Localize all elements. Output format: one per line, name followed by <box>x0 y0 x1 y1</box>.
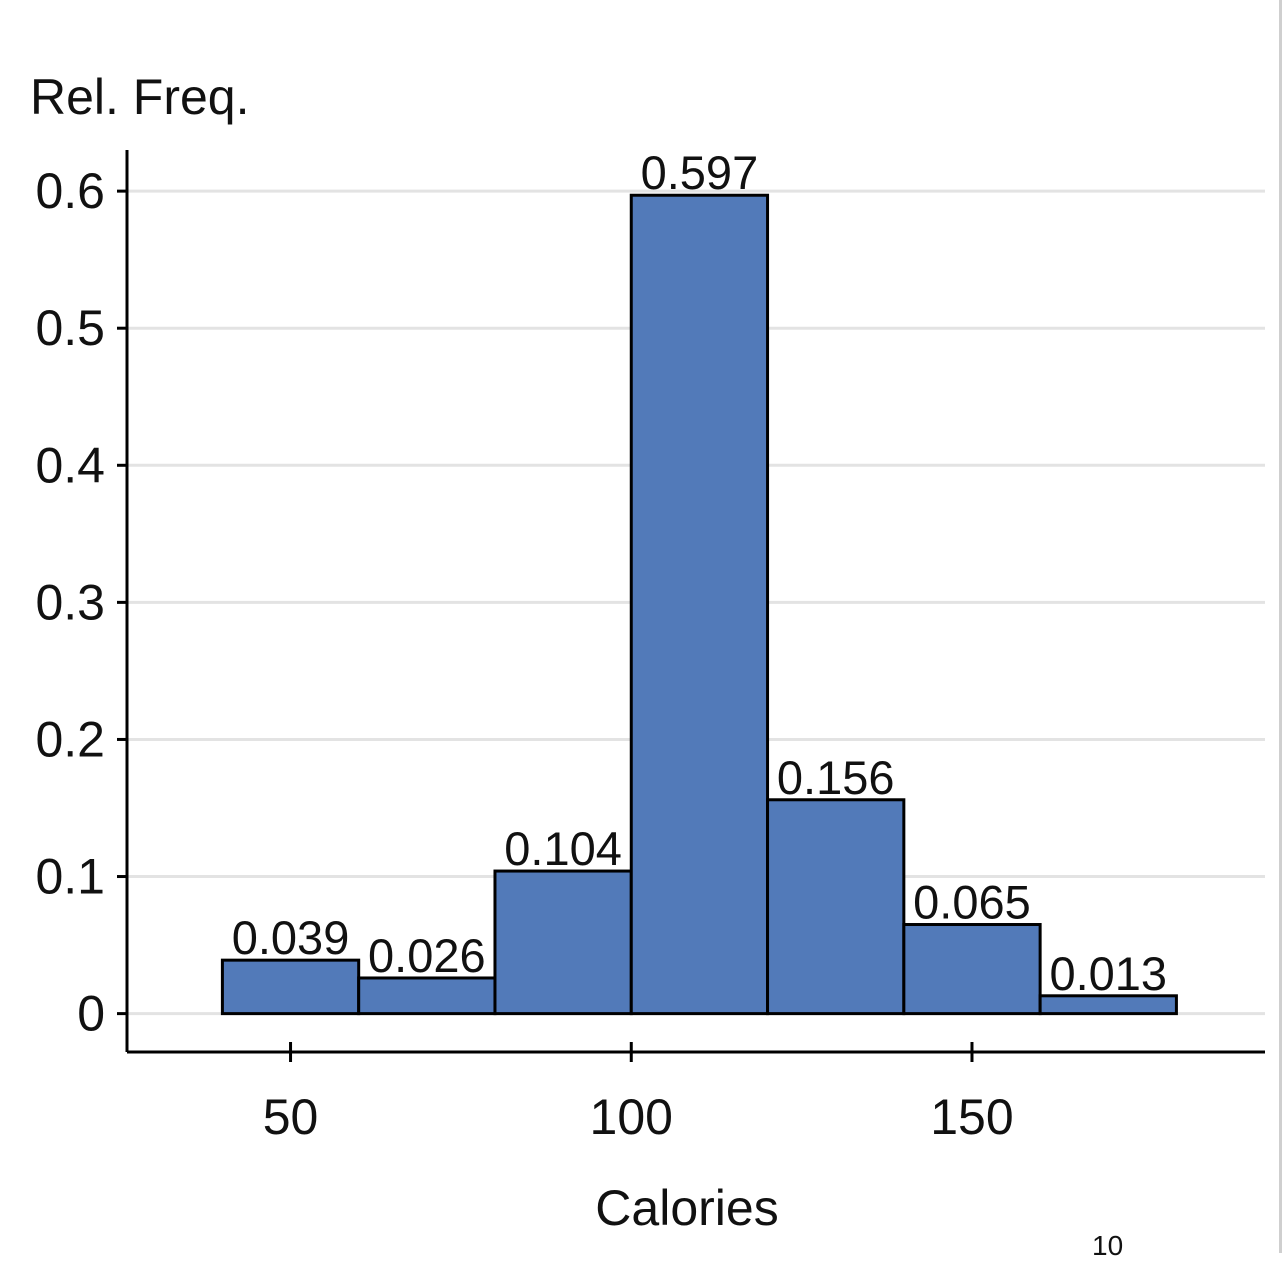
y-tick-label-0: 0 <box>77 986 105 1042</box>
bar-label-120-140: 0.156 <box>777 751 895 804</box>
y-tick-label-0.5: 0.5 <box>35 300 105 356</box>
bar-80-100 <box>493 869 633 1016</box>
bar-120-140 <box>766 798 906 1016</box>
x-axis-label: Calories <box>595 1180 778 1236</box>
bar-160-180 <box>1038 994 1178 1016</box>
bar-label-60-80: 0.026 <box>368 929 486 982</box>
y-tick-label-0.3: 0.3 <box>35 574 105 630</box>
bar-label-80-100: 0.104 <box>504 822 622 875</box>
bar-label-140-160: 0.065 <box>913 876 1031 929</box>
bar-labels: 0.039 0.026 0.104 0.597 0.156 0.065 0.013 <box>232 146 1167 1000</box>
bar-60-80 <box>357 976 497 1016</box>
x-tick-label-50: 50 <box>263 1089 319 1145</box>
x-tick-label-150: 150 <box>930 1089 1013 1145</box>
y-axis-label: Rel. Freq. <box>30 69 250 125</box>
y-tick-label-0.1: 0.1 <box>35 849 105 905</box>
y-tick-label-0.6: 0.6 <box>35 163 105 219</box>
bar-label-160-180: 0.013 <box>1049 947 1167 1000</box>
bar-label-40-60: 0.039 <box>232 911 350 964</box>
x-ticks: 50 100 150 <box>263 1042 1014 1145</box>
bar-140-160 <box>902 923 1042 1016</box>
y-tick-label-0.4: 0.4 <box>35 437 105 493</box>
right-edge-border <box>1279 0 1282 1253</box>
y-ticks: 0 0.1 0.2 0.3 0.4 0.5 0.6 <box>35 163 127 1042</box>
bar-40-60 <box>220 958 361 1016</box>
bars <box>220 193 1178 1016</box>
y-tick-label-0.2: 0.2 <box>35 711 105 767</box>
bar-100-120 <box>629 193 770 1016</box>
page-number-fragment: 10 <box>1092 1230 1124 1261</box>
x-tick-label-100: 100 <box>590 1089 673 1145</box>
bar-label-100-120: 0.597 <box>641 146 759 199</box>
